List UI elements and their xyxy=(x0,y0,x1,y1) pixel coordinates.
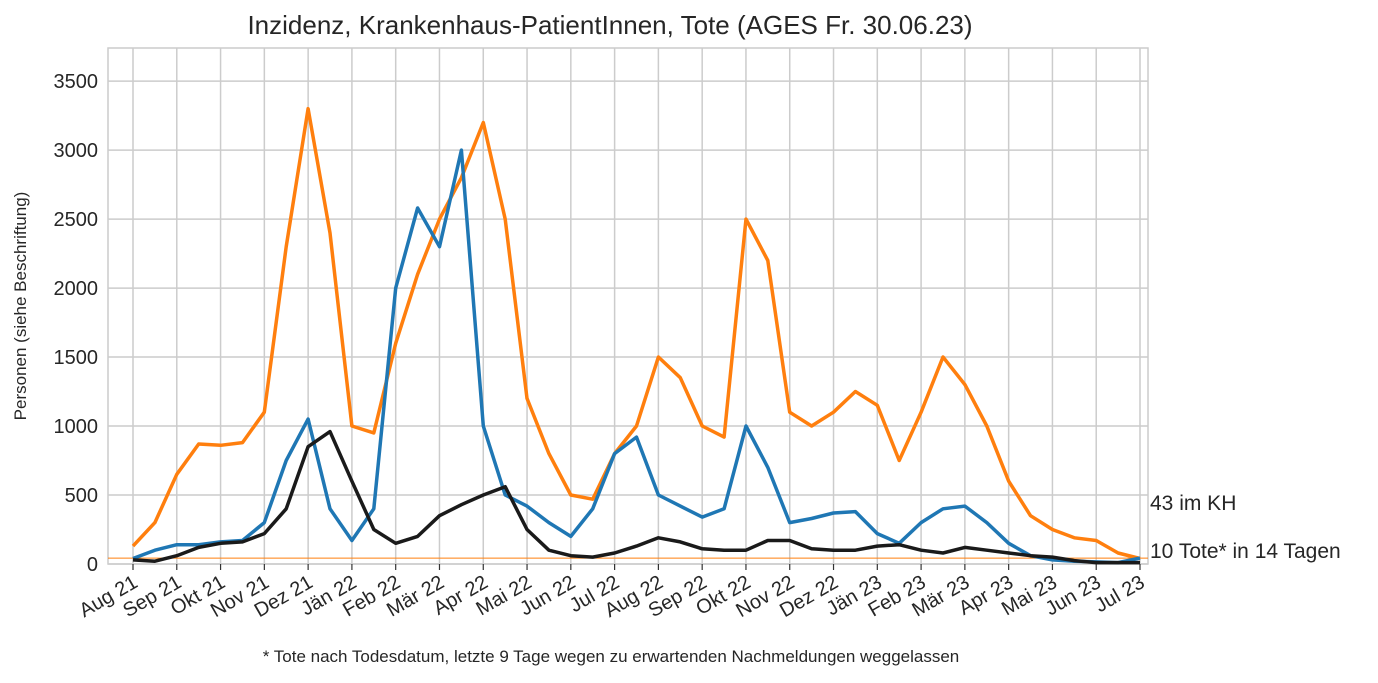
chart-title: Inzidenz, Krankenhaus-PatientInnen, Tote… xyxy=(247,10,972,40)
y-tick-label: 1000 xyxy=(54,416,99,438)
annotation: 43 im KH xyxy=(1150,492,1236,515)
y-axis-label: Personen (siehe Beschriftung) xyxy=(11,192,30,421)
y-tick-label: 3500 xyxy=(54,71,99,93)
y-tick-label: 0 xyxy=(87,554,98,576)
y-tick-label: 500 xyxy=(65,485,98,507)
y-tick-label: 2000 xyxy=(54,278,99,300)
series-line xyxy=(132,429,1140,565)
annotation: 10 Tote* in 14 Tagen xyxy=(1150,540,1341,563)
y-tick-label: 2500 xyxy=(54,209,99,231)
series-line xyxy=(131,106,1141,561)
footnote: * Tote nach Todesdatum, letzte 9 Tage we… xyxy=(263,647,960,666)
x-tick-label: Jul 23 xyxy=(1091,571,1148,617)
y-tick-label: 1500 xyxy=(54,347,99,369)
series-line xyxy=(132,148,1141,565)
y-tick-label: 3000 xyxy=(54,140,99,162)
